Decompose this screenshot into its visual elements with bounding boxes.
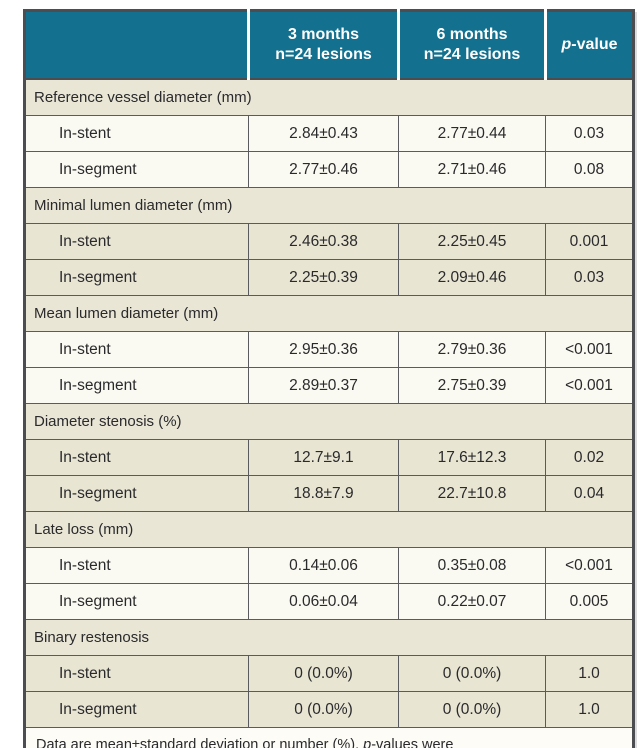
row-label: In-segment — [24, 475, 249, 512]
value-3-months: 12.7±9.1 — [248, 439, 399, 476]
section-title: Diameter stenosis (%) — [24, 403, 634, 440]
header-6-months-line1: 6 months — [436, 26, 508, 44]
section-title: Reference vessel diameter (mm) — [24, 78, 634, 116]
table-header-row: 3 months n=24 lesions 6 months n=24 lesi… — [24, 10, 634, 80]
data-row-in-segment: In-segment 0.06±0.04 0.22±0.07 0.005 — [24, 583, 634, 620]
header-3-months-line1: 3 months — [287, 26, 360, 44]
value-6-months: 0.22±0.07 — [398, 583, 546, 620]
data-row-in-stent: In-stent 0 (0.0%) 0 (0.0%) 1.0 — [24, 655, 634, 692]
value-p: <0.001 — [545, 547, 634, 584]
row-label: In-segment — [24, 259, 249, 296]
header-p-value: p-value — [544, 10, 634, 80]
value-6-months: 17.6±12.3 — [398, 439, 546, 476]
value-3-months: 18.8±7.9 — [248, 475, 399, 512]
value-6-months: 2.79±0.36 — [398, 331, 546, 368]
value-3-months: 0 (0.0%) — [248, 691, 399, 728]
value-3-months: 2.77±0.46 — [248, 151, 399, 188]
header-blank-cell — [24, 10, 249, 80]
section-row-reference-vessel-diameter: Reference vessel diameter (mm) — [24, 78, 634, 116]
data-row-in-segment: In-segment 18.8±7.9 22.7±10.8 0.04 — [24, 475, 634, 512]
value-p: <0.001 — [545, 367, 634, 404]
value-p: 0.04 — [545, 475, 634, 512]
value-p: 0.08 — [545, 151, 634, 188]
value-3-months: 2.46±0.38 — [248, 223, 399, 260]
section-row-mean-lumen-diameter: Mean lumen diameter (mm) — [24, 295, 634, 332]
value-3-months: 0.14±0.06 — [248, 547, 399, 584]
value-3-months: 2.25±0.39 — [248, 259, 399, 296]
data-row-in-stent: In-stent 2.46±0.38 2.25±0.45 0.001 — [24, 223, 634, 260]
value-6-months: 2.77±0.44 — [398, 115, 546, 152]
qca-results-table: 3 months n=24 lesions 6 months n=24 lesi… — [23, 9, 635, 748]
data-row-in-segment: In-segment 2.25±0.39 2.09±0.46 0.03 — [24, 259, 634, 296]
row-label: In-segment — [24, 583, 249, 620]
section-title: Binary restenosis — [24, 619, 634, 656]
data-row-in-stent: In-stent 2.95±0.36 2.79±0.36 <0.001 — [24, 331, 634, 368]
value-6-months: 2.71±0.46 — [398, 151, 546, 188]
section-row-binary-restenosis: Binary restenosis — [24, 619, 634, 656]
data-row-in-stent: In-stent 0.14±0.06 0.35±0.08 <0.001 — [24, 547, 634, 584]
value-3-months: 2.95±0.36 — [248, 331, 399, 368]
value-3-months: 2.84±0.43 — [248, 115, 399, 152]
row-label: In-segment — [24, 151, 249, 188]
value-p: <0.001 — [545, 331, 634, 368]
value-6-months: 22.7±10.8 — [398, 475, 546, 512]
value-6-months: 0 (0.0%) — [398, 691, 546, 728]
header-p-italic: p — [561, 36, 572, 54]
row-label: In-stent — [24, 655, 249, 692]
table-footnote: Data are mean±standard deviation or numb… — [24, 727, 634, 748]
data-row-in-segment: In-segment 0 (0.0%) 0 (0.0%) 1.0 — [24, 691, 634, 728]
section-title: Minimal lumen diameter (mm) — [24, 187, 634, 224]
row-label: In-stent — [24, 331, 249, 368]
data-row-in-segment: In-segment 2.89±0.37 2.75±0.39 <0.001 — [24, 367, 634, 404]
value-p: 0.03 — [545, 259, 634, 296]
header-p-rest: -value — [571, 36, 618, 54]
data-row-in-stent: In-stent 2.84±0.43 2.77±0.44 0.03 — [24, 115, 634, 152]
value-6-months: 2.75±0.39 — [398, 367, 546, 404]
section-title: Late loss (mm) — [24, 511, 634, 548]
value-p: 1.0 — [545, 655, 634, 692]
section-row-diameter-stenosis: Diameter stenosis (%) — [24, 403, 634, 440]
value-6-months: 0.35±0.08 — [398, 547, 546, 584]
row-label: In-stent — [24, 115, 249, 152]
value-p: 0.005 — [545, 583, 634, 620]
data-row-in-segment: In-segment 2.77±0.46 2.71±0.46 0.08 — [24, 151, 634, 188]
header-6-months: 6 months n=24 lesions — [397, 10, 546, 80]
value-p: 0.001 — [545, 223, 634, 260]
value-6-months: 2.25±0.45 — [398, 223, 546, 260]
data-row-in-stent: In-stent 12.7±9.1 17.6±12.3 0.02 — [24, 439, 634, 476]
section-row-late-loss: Late loss (mm) — [24, 511, 634, 548]
row-label: In-segment — [24, 691, 249, 728]
value-6-months: 0 (0.0%) — [398, 655, 546, 692]
section-row-minimal-lumen-diameter: Minimal lumen diameter (mm) — [24, 187, 634, 224]
table-footnote-row: Data are mean±standard deviation or numb… — [24, 727, 634, 748]
row-label: In-stent — [24, 547, 249, 584]
header-6-months-line2: n=24 lesions — [423, 46, 521, 63]
row-label: In-stent — [24, 223, 249, 260]
header-3-months: 3 months n=24 lesions — [247, 10, 399, 80]
row-label: In-stent — [24, 439, 249, 476]
value-p: 0.03 — [545, 115, 634, 152]
footnote-text-1: Data are mean±standard deviation or numb… — [36, 737, 364, 748]
row-label: In-segment — [24, 367, 249, 404]
footnote-p-italic: p — [363, 737, 372, 748]
value-3-months: 0.06±0.04 — [248, 583, 399, 620]
header-3-months-line2: n=24 lesions — [275, 46, 372, 63]
value-3-months: 2.89±0.37 — [248, 367, 399, 404]
section-title: Mean lumen diameter (mm) — [24, 295, 634, 332]
footnote-text-2: -values were — [371, 737, 454, 748]
value-3-months: 0 (0.0%) — [248, 655, 399, 692]
value-p: 0.02 — [545, 439, 634, 476]
value-p: 1.0 — [545, 691, 634, 728]
value-6-months: 2.09±0.46 — [398, 259, 546, 296]
